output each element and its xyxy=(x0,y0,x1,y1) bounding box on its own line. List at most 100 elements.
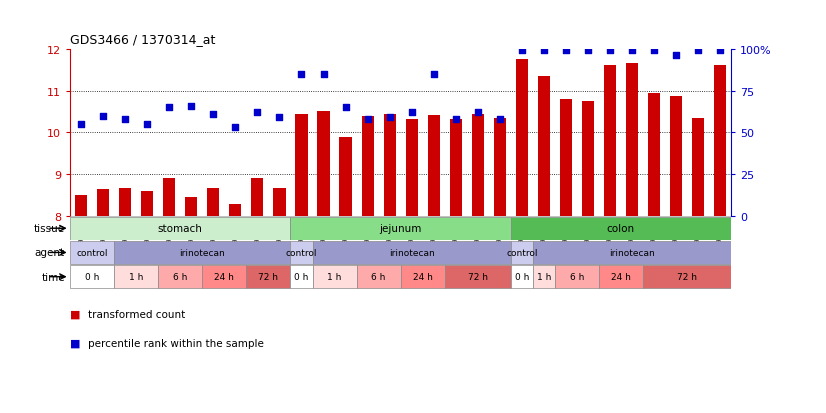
Text: control: control xyxy=(506,248,538,257)
Text: ■: ■ xyxy=(70,309,81,319)
Point xyxy=(537,48,550,55)
Bar xyxy=(401,266,444,289)
Bar xyxy=(202,266,246,289)
Bar xyxy=(472,114,484,216)
Bar xyxy=(291,266,312,289)
Bar xyxy=(533,266,555,289)
Text: 24 h: 24 h xyxy=(413,273,433,282)
Text: 24 h: 24 h xyxy=(215,273,235,282)
Bar xyxy=(560,100,572,216)
Bar xyxy=(273,188,286,216)
Text: 6 h: 6 h xyxy=(372,273,386,282)
Point xyxy=(603,48,616,55)
Bar xyxy=(246,266,291,289)
Bar xyxy=(670,96,682,216)
Bar xyxy=(291,217,510,240)
Bar xyxy=(70,266,114,289)
Text: irinotecan: irinotecan xyxy=(179,248,225,257)
Point xyxy=(361,116,374,123)
Bar xyxy=(114,266,159,289)
Bar xyxy=(604,65,616,216)
Bar xyxy=(362,117,373,216)
Bar xyxy=(428,116,439,216)
Bar xyxy=(406,120,418,216)
Point xyxy=(339,105,352,112)
Bar xyxy=(648,93,660,216)
Text: 72 h: 72 h xyxy=(259,273,278,282)
Bar xyxy=(538,77,550,216)
Bar xyxy=(317,112,330,216)
Text: GDS3466 / 1370314_at: GDS3466 / 1370314_at xyxy=(70,33,216,45)
Text: control: control xyxy=(286,248,317,257)
Text: tissue: tissue xyxy=(34,224,65,234)
Bar xyxy=(75,196,88,216)
Bar xyxy=(533,241,731,264)
Bar xyxy=(296,114,307,216)
Bar xyxy=(449,120,462,216)
Text: 72 h: 72 h xyxy=(677,273,697,282)
Bar xyxy=(312,266,357,289)
Point xyxy=(493,116,506,123)
Bar xyxy=(383,114,396,216)
Point xyxy=(471,110,484,116)
Bar xyxy=(164,179,175,216)
Text: 1 h: 1 h xyxy=(129,273,144,282)
Point xyxy=(648,48,661,55)
Bar xyxy=(555,266,599,289)
Text: 1 h: 1 h xyxy=(327,273,342,282)
Text: irinotecan: irinotecan xyxy=(389,248,434,257)
Point xyxy=(625,48,638,55)
Text: stomach: stomach xyxy=(158,224,202,234)
Point xyxy=(163,105,176,112)
Bar xyxy=(185,198,197,216)
Point xyxy=(119,116,132,123)
Point xyxy=(273,115,286,121)
Point xyxy=(383,115,396,121)
Bar xyxy=(626,64,638,216)
Text: transformed count: transformed count xyxy=(88,309,186,319)
Bar xyxy=(339,137,352,216)
Text: 6 h: 6 h xyxy=(173,273,188,282)
Point xyxy=(669,53,682,59)
Point xyxy=(691,48,705,55)
Point xyxy=(427,71,440,78)
Bar xyxy=(70,217,291,240)
Point xyxy=(97,113,110,120)
Text: control: control xyxy=(77,248,108,257)
Bar xyxy=(444,266,510,289)
Bar xyxy=(141,192,154,216)
Bar xyxy=(510,241,533,264)
Bar xyxy=(510,217,731,240)
Text: colon: colon xyxy=(607,224,635,234)
Text: jejunum: jejunum xyxy=(379,224,422,234)
Text: 72 h: 72 h xyxy=(468,273,487,282)
Point xyxy=(559,48,572,55)
Point xyxy=(74,121,88,128)
Text: agent: agent xyxy=(35,248,65,258)
Point xyxy=(317,71,330,78)
Point xyxy=(251,110,264,116)
Point xyxy=(140,121,154,128)
Point xyxy=(449,116,463,123)
Text: 24 h: 24 h xyxy=(611,273,631,282)
Point xyxy=(515,48,529,55)
Bar xyxy=(230,204,241,216)
Bar xyxy=(357,266,401,289)
Point xyxy=(295,71,308,78)
Bar xyxy=(70,241,114,264)
Bar xyxy=(515,60,528,216)
Point xyxy=(206,112,220,118)
Point xyxy=(405,110,418,116)
Bar xyxy=(692,119,704,216)
Bar xyxy=(159,266,202,289)
Bar xyxy=(291,241,312,264)
Text: 0 h: 0 h xyxy=(515,273,529,282)
Point xyxy=(229,125,242,131)
Bar xyxy=(510,266,533,289)
Point xyxy=(714,48,727,55)
Text: time: time xyxy=(41,272,65,282)
Text: 6 h: 6 h xyxy=(570,273,584,282)
Bar xyxy=(494,119,506,216)
Bar xyxy=(582,102,594,216)
Text: 1 h: 1 h xyxy=(537,273,551,282)
